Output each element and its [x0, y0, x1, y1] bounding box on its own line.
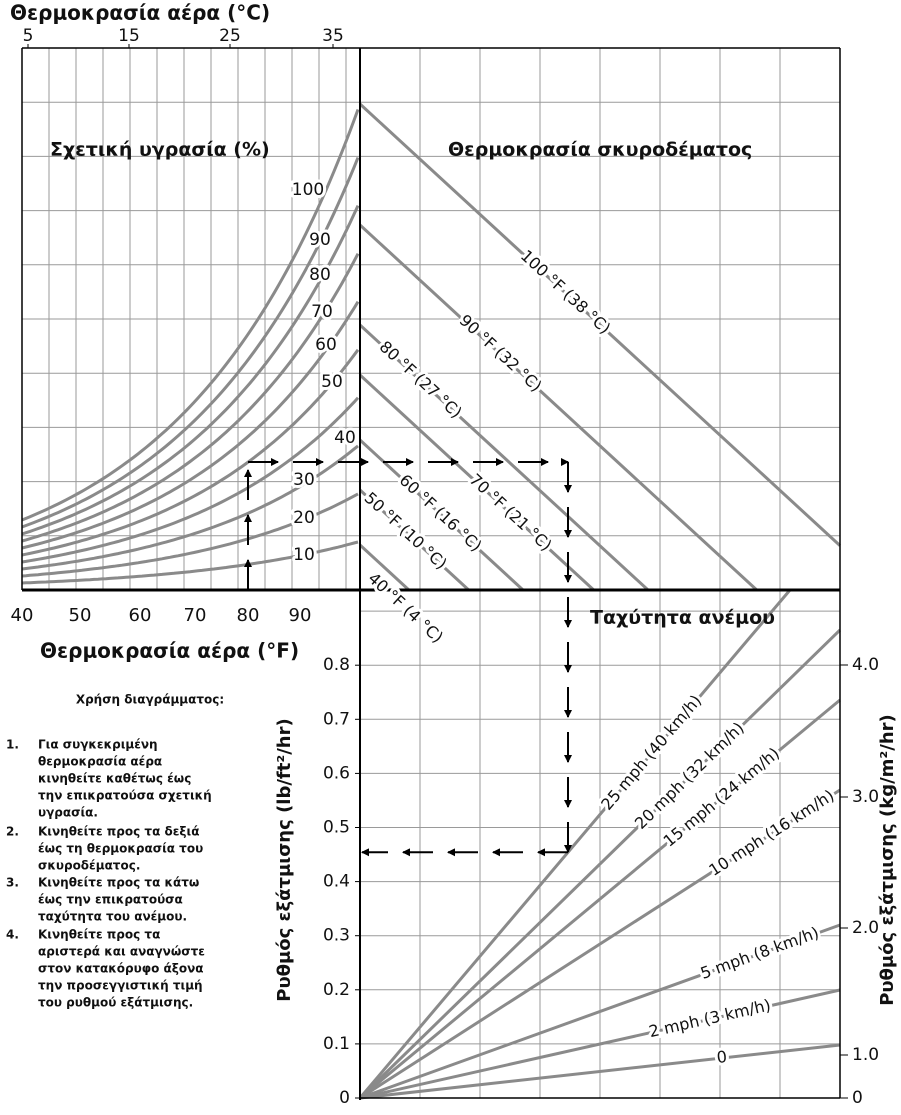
step-text: έως τη θερμοκρασία του	[38, 842, 203, 856]
humidity-title: Σχετική υγρασία (%)	[50, 139, 270, 161]
step-text: Κινηθείτε προς τα	[38, 928, 160, 942]
instructions-title: Χρήση διαγράμματος:	[76, 693, 224, 707]
concrete-line	[358, 223, 758, 592]
left-tick-label: 0.4	[323, 872, 350, 892]
wind-line	[359, 1043, 841, 1100]
humidity-label: 50	[321, 372, 343, 392]
right-tick-label: 3.0	[852, 787, 879, 807]
right-axis-title: Ρυθμός εξάτμισης (kg/m²/hr)	[877, 714, 898, 1006]
step-text: την επικρατούσα σχετική	[38, 789, 212, 803]
step-text: του ρυθμού εξάτμισης.	[38, 996, 193, 1010]
concrete-line	[358, 323, 650, 592]
concrete-line	[358, 543, 410, 592]
humidity-curve	[21, 444, 359, 571]
humidity-curve	[21, 348, 360, 557]
step-text: σκυροδέματος.	[38, 859, 140, 873]
right-tick-label: 0	[852, 1088, 863, 1108]
step-number: 4.	[6, 928, 19, 942]
right-tick-label: 1.0	[852, 1045, 879, 1065]
humidity-curve	[21, 204, 360, 536]
step-text: έως την επικρατούσα	[38, 893, 183, 907]
humidity-label: 30	[293, 470, 315, 490]
step-text: Κινηθείτε προς τα δεξιά	[38, 825, 199, 839]
step-text: Για συγκεκριμένη	[38, 738, 158, 752]
wind-line	[359, 788, 841, 1100]
bottom-tick-label: 60	[129, 605, 152, 626]
left-tick-label: 0.1	[323, 1034, 350, 1054]
step-text: στον κατακόρυφο άξονα	[38, 962, 204, 976]
step-text: Κινηθείτε προς τα κάτω	[38, 876, 199, 890]
humidity-curve	[21, 540, 359, 585]
top-axis-title: Θερμοκρασία αέρα (°C)	[10, 1, 270, 25]
left-tick-label: 0.2	[323, 980, 350, 1000]
concrete-label: 90 °F (32 °C)	[456, 311, 546, 396]
humidity-curve	[21, 108, 360, 522]
step-number: 3.	[6, 876, 19, 890]
step-number: 2.	[6, 825, 19, 839]
humidity-label: 20	[293, 508, 315, 528]
wind-label: 2 mph (3 km/h)	[647, 995, 773, 1041]
humidity-curve	[21, 300, 360, 550]
left-tick-label: 0	[339, 1088, 350, 1108]
right-tick-label: 4.0	[852, 655, 879, 675]
wind-line	[359, 923, 841, 1100]
wind-title: Ταχύτητα ανέμου	[590, 607, 775, 629]
step-text: την προσεγγιστική τιμή	[38, 979, 203, 993]
bottom-tick-label: 90	[289, 605, 312, 626]
left-tick-label: 0.7	[323, 709, 350, 729]
humidity-label: 70	[311, 302, 333, 322]
concrete-line	[358, 488, 470, 592]
wind-line	[358, 628, 842, 1100]
humidity-label: 40	[334, 428, 356, 448]
wind-label: 25 mph (40 km/h)	[597, 691, 705, 814]
wind-label: 5 mph (8 km/h)	[698, 923, 821, 983]
step-text: κινηθείτε καθέτως έως	[38, 772, 191, 786]
humidity-curve	[21, 157, 360, 529]
left-axis-title: Ρυθμός εξάτμισης (lb/ft²/hr)	[274, 718, 295, 1001]
bottom-tick-label: 50	[69, 605, 92, 626]
step-text: αριστερά και αναγνώστε	[38, 945, 205, 959]
wind-line	[358, 589, 792, 1099]
top-tick-label: 5	[23, 26, 34, 46]
left-tick-label: 0.6	[323, 763, 350, 783]
concrete-line	[358, 102, 842, 547]
concrete-title: Θερμοκρασία σκυροδέματος	[448, 139, 752, 161]
humidity-label: 90	[309, 230, 331, 250]
humidity-curve	[21, 492, 359, 578]
wind-label: 0	[716, 1047, 728, 1067]
humidity-label: 80	[309, 265, 331, 285]
humidity-label: 60	[315, 335, 337, 355]
bottom-tick-label: 70	[184, 605, 207, 626]
bottom-tick-label: 80	[237, 605, 260, 626]
step-text: υγρασία.	[38, 806, 98, 820]
humidity-label: 10	[293, 545, 315, 565]
concrete-label: 80 °F (27 °C)	[376, 337, 466, 422]
concrete-line	[358, 438, 525, 592]
bottom-axis-title: Θερμοκρασία αέρα (°F)	[40, 639, 299, 663]
left-tick-label: 0.5	[323, 818, 350, 838]
top-tick-label: 15	[118, 26, 140, 46]
left-tick-label: 0.8	[323, 655, 350, 675]
bottom-tick-label: 40	[11, 605, 34, 626]
humidity-curve	[21, 253, 360, 543]
humidity-curve	[21, 396, 360, 564]
step-number: 1.	[6, 738, 19, 752]
wind-line	[359, 988, 841, 1100]
humidity-label: 100	[292, 180, 324, 200]
step-text: ταχύτητα του ανέμου.	[38, 910, 187, 924]
top-tick-label: 25	[219, 26, 241, 46]
left-tick-label: 0.3	[323, 926, 350, 946]
wind-line	[359, 698, 841, 1100]
concrete-label: 40 °F (4 °C)	[364, 569, 447, 647]
right-tick-label: 2.0	[852, 918, 879, 938]
top-tick-label: 35	[322, 26, 344, 46]
concrete-line	[358, 373, 595, 592]
step-text: θερμοκρασία αέρα	[38, 755, 162, 769]
